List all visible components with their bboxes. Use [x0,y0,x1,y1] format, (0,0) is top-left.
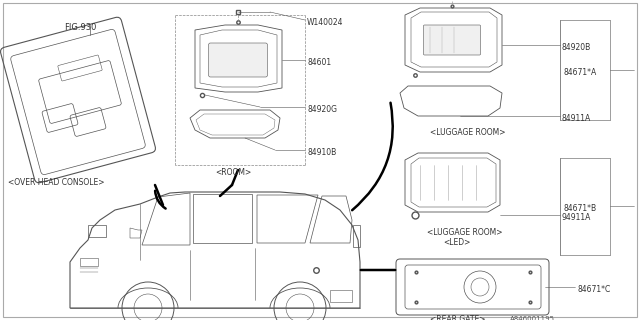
Text: <REAR GATE>: <REAR GATE> [430,315,486,320]
Bar [88,225,106,237]
Bar [353,225,360,247]
Text: 84920B: 84920B [562,43,591,52]
Text: <LED>: <LED> [443,238,470,247]
Text: 84671*A: 84671*A [563,68,596,77]
Text: 84920G: 84920G [307,105,337,114]
Text: 84601: 84601 [307,58,331,67]
Text: <LUGGAGE ROOM>: <LUGGAGE ROOM> [430,128,506,137]
Text: 94911A: 94911A [562,213,591,222]
Text: FIG.930: FIG.930 [64,23,97,32]
Bar [330,290,352,302]
Text: 84671*C: 84671*C [577,285,611,294]
Text: 84910B: 84910B [307,148,336,157]
FancyBboxPatch shape [424,25,481,55]
Text: A846001195: A846001195 [510,316,555,320]
Bar [80,258,98,266]
Text: W140024: W140024 [307,18,344,27]
Text: <LUGGAGE ROOM>: <LUGGAGE ROOM> [427,228,502,237]
Text: 84911A: 84911A [562,114,591,123]
Text: 84671*B: 84671*B [563,204,596,213]
FancyBboxPatch shape [209,43,268,77]
Text: <ROOM>: <ROOM> [215,168,252,177]
Text: <OVER HEAD CONSOLE>: <OVER HEAD CONSOLE> [8,178,104,187]
